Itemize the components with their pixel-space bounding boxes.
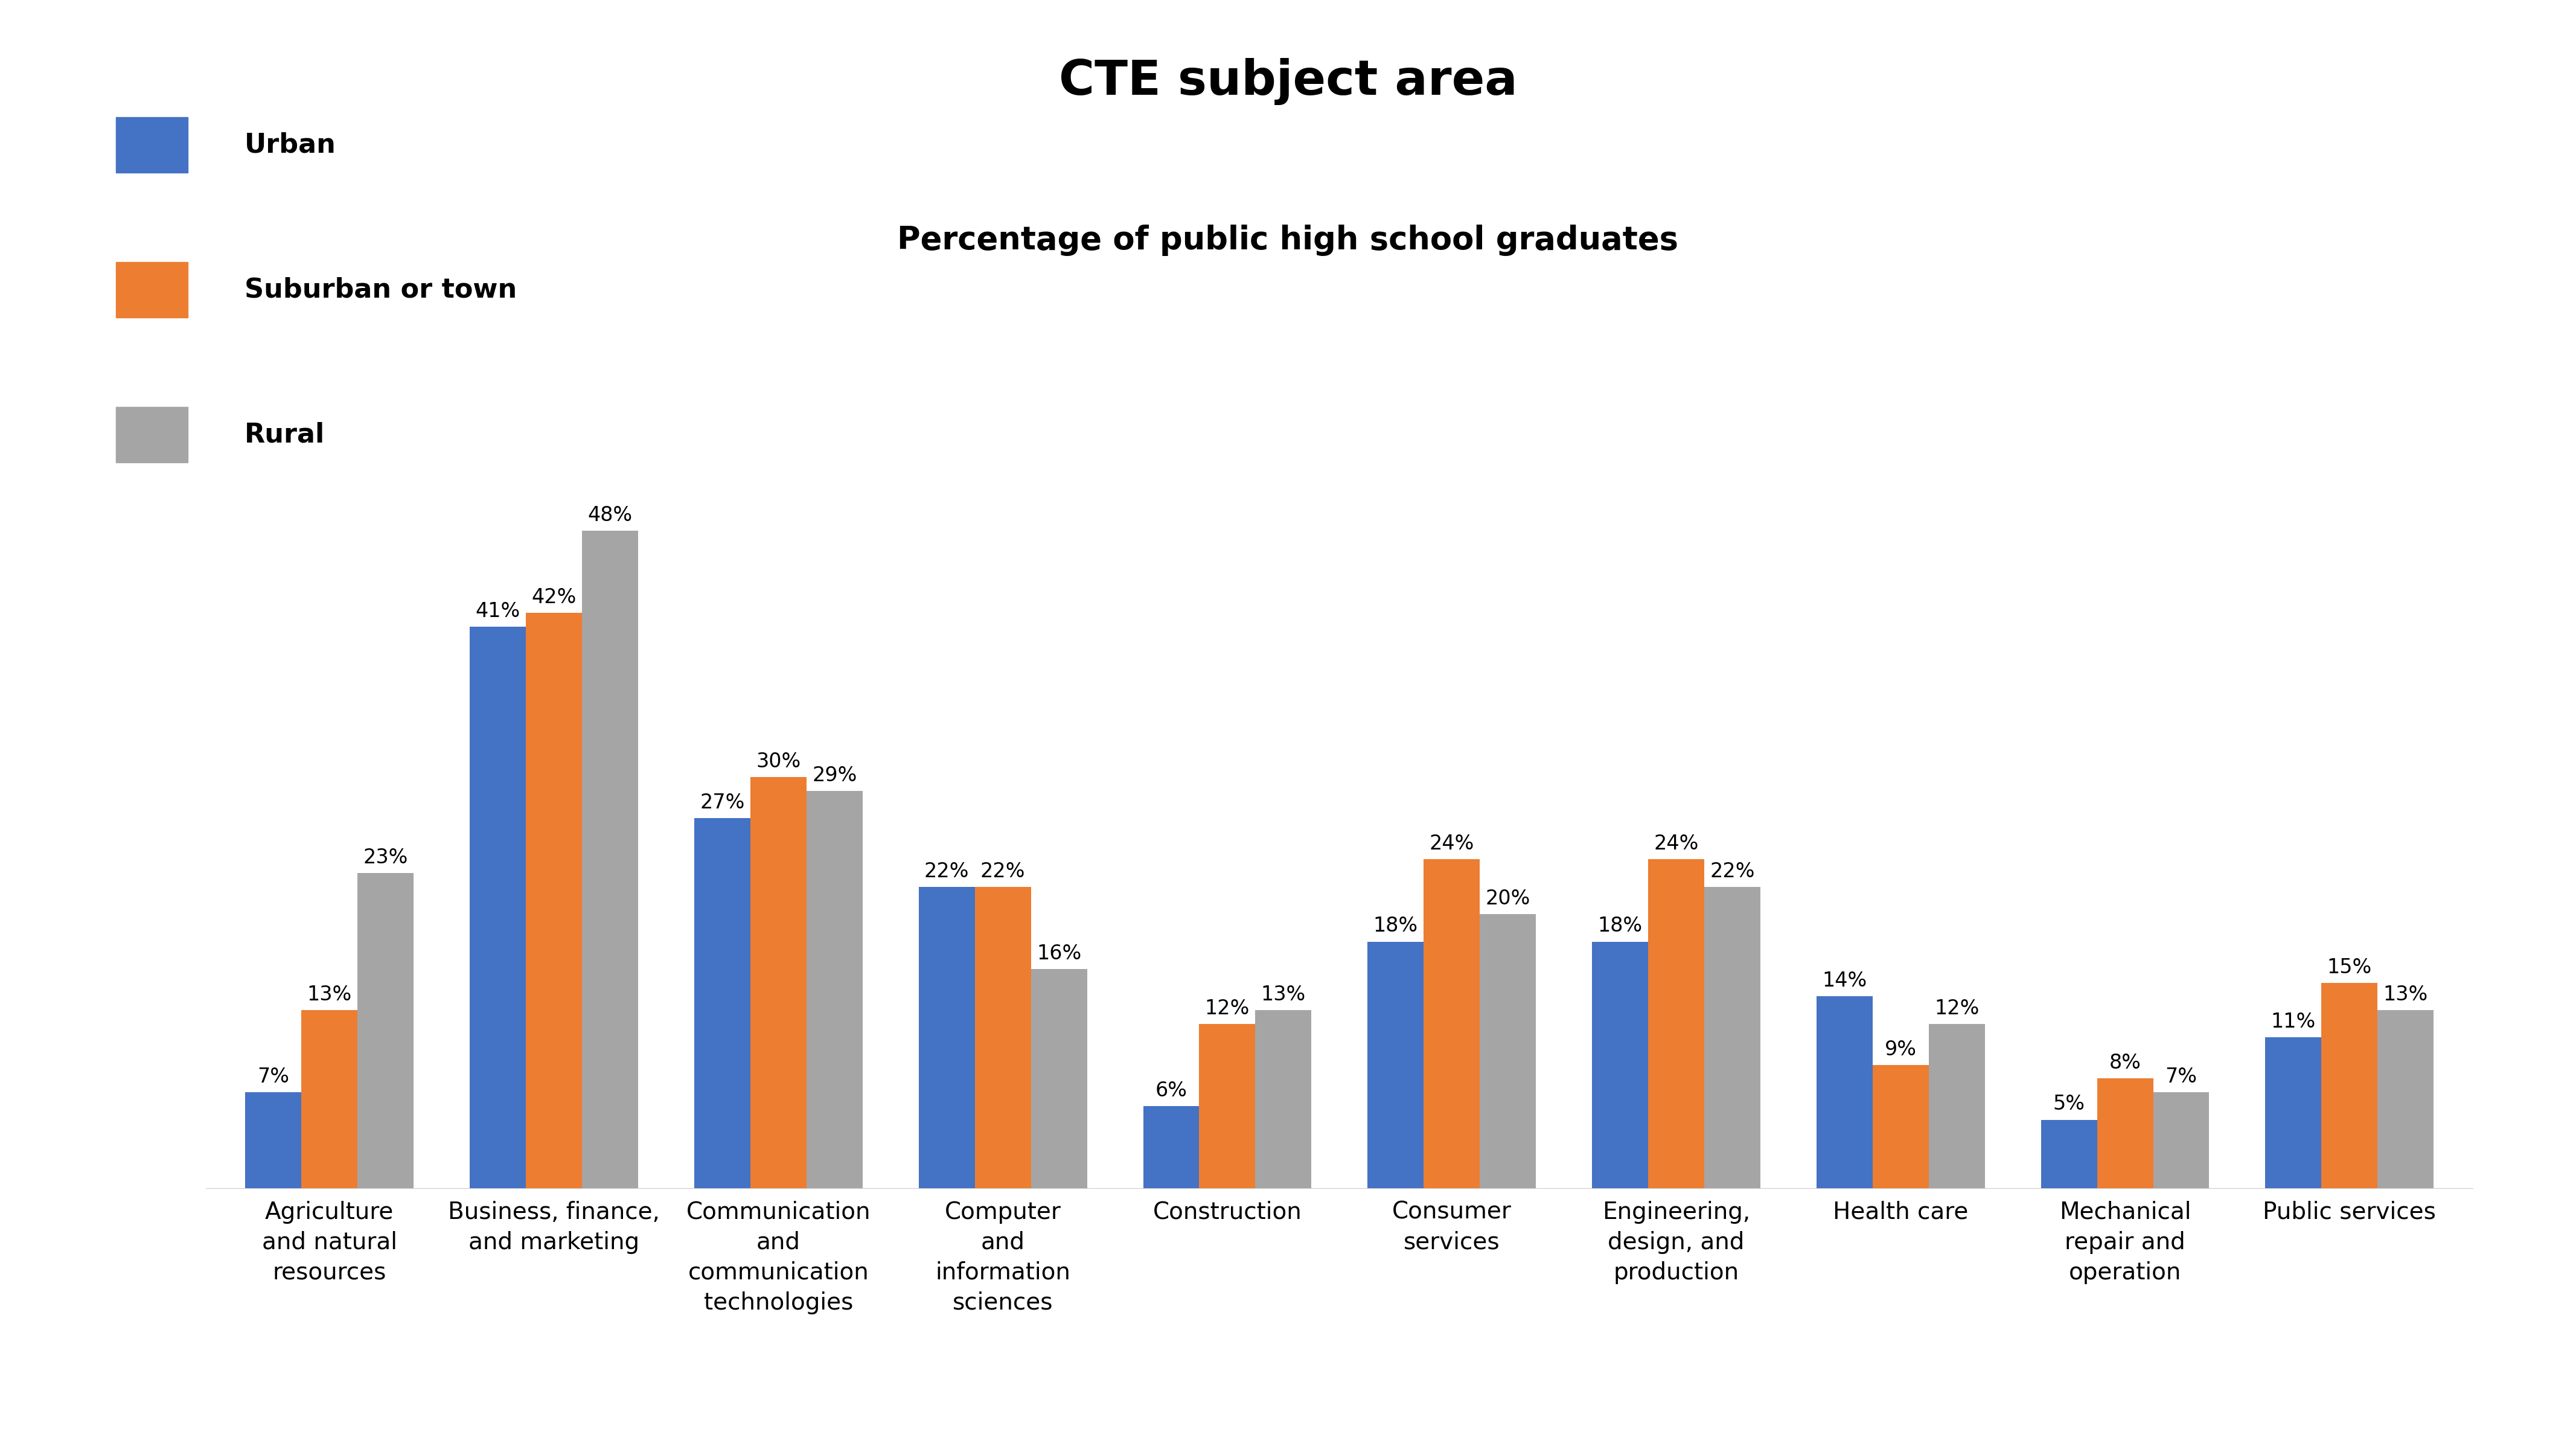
Text: 12%: 12% — [1206, 998, 1249, 1019]
Bar — [1144, 1106, 1200, 1188]
Bar — [2097, 1078, 2154, 1188]
Bar — [301, 1010, 358, 1188]
Text: 27%: 27% — [701, 793, 744, 813]
Text: 22%: 22% — [981, 861, 1025, 881]
Bar — [2321, 982, 2378, 1188]
Text: CTE subject area: CTE subject area — [1059, 58, 1517, 104]
Text: Suburban or town: Suburban or town — [245, 277, 518, 303]
Text: 9%: 9% — [1886, 1039, 1917, 1059]
Bar — [1873, 1065, 1929, 1188]
Text: 23%: 23% — [363, 848, 407, 868]
Text: 30%: 30% — [755, 752, 801, 772]
Text: 6%: 6% — [1154, 1081, 1188, 1100]
Text: 14%: 14% — [1821, 971, 1868, 991]
Text: 22%: 22% — [925, 861, 969, 881]
Text: Rural: Rural — [245, 422, 325, 448]
Bar — [469, 626, 526, 1188]
Bar — [1649, 859, 1705, 1188]
Text: 16%: 16% — [1036, 943, 1082, 964]
Bar — [1255, 1010, 1311, 1188]
Bar — [1479, 914, 1535, 1188]
Text: 20%: 20% — [1486, 888, 1530, 909]
Bar — [974, 887, 1030, 1188]
Text: 7%: 7% — [2166, 1066, 2197, 1087]
Bar — [245, 1093, 301, 1188]
Bar — [920, 887, 974, 1188]
Text: 11%: 11% — [2272, 1011, 2316, 1032]
Bar — [582, 530, 639, 1188]
Bar — [806, 791, 863, 1188]
Bar — [2378, 1010, 2434, 1188]
Bar — [696, 819, 750, 1188]
Text: 22%: 22% — [1710, 861, 1754, 881]
Text: 24%: 24% — [1430, 835, 1473, 853]
Bar — [1425, 859, 1479, 1188]
Bar — [526, 613, 582, 1188]
Text: Percentage of public high school graduates: Percentage of public high school graduat… — [896, 225, 1680, 256]
Text: 18%: 18% — [1373, 916, 1417, 936]
Text: 8%: 8% — [2110, 1053, 2141, 1074]
Bar — [1816, 997, 1873, 1188]
Bar — [1368, 942, 1425, 1188]
Bar — [1200, 1024, 1255, 1188]
Bar — [1592, 942, 1649, 1188]
Bar — [750, 777, 806, 1188]
Bar — [1030, 969, 1087, 1188]
Bar — [2154, 1093, 2210, 1188]
Text: 5%: 5% — [2053, 1094, 2084, 1114]
Text: Urban: Urban — [245, 132, 337, 158]
Bar — [1705, 887, 1759, 1188]
Bar — [2264, 1037, 2321, 1188]
Text: 24%: 24% — [1654, 835, 1698, 853]
Text: 42%: 42% — [531, 587, 577, 607]
Bar — [2040, 1120, 2097, 1188]
Text: 15%: 15% — [2326, 958, 2372, 977]
Text: 13%: 13% — [1262, 985, 1306, 1004]
Text: 48%: 48% — [587, 506, 634, 525]
Text: 7%: 7% — [258, 1066, 289, 1087]
Text: 41%: 41% — [477, 601, 520, 622]
Bar — [358, 874, 415, 1188]
Text: 29%: 29% — [811, 765, 858, 785]
Bar — [1929, 1024, 1984, 1188]
Text: 18%: 18% — [1597, 916, 1643, 936]
Text: 12%: 12% — [1935, 998, 1978, 1019]
Text: 13%: 13% — [307, 985, 353, 1004]
Text: 13%: 13% — [2383, 985, 2429, 1004]
